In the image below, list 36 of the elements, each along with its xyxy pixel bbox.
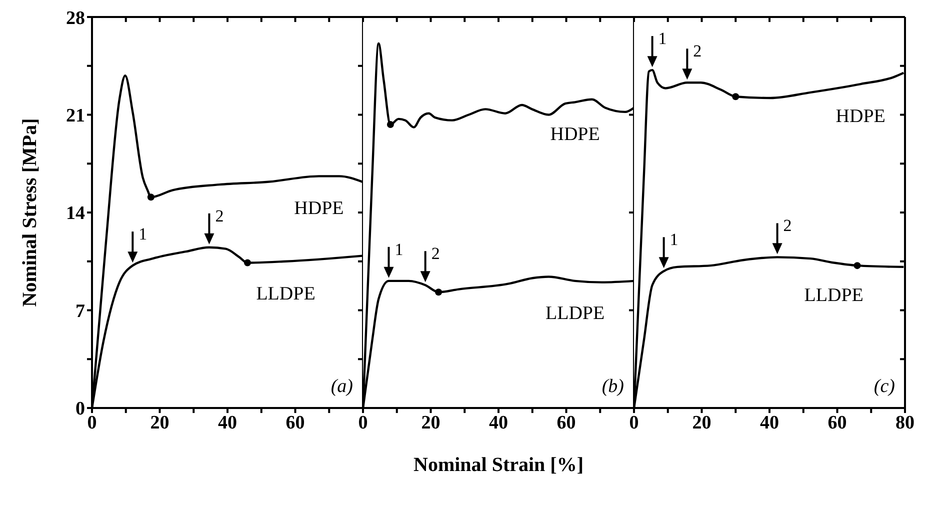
x-axis-title: Nominal Strain [%] [412,454,584,477]
legend-label: HDPE [836,106,886,128]
x-tick-label: 40 [760,412,779,434]
x-tick-label: 20 [421,412,440,434]
annotation: 1 [670,230,678,250]
x-tick-label: 20 [692,412,712,434]
series-label: HDPE [550,124,600,146]
series-label: LLDPE [804,284,864,306]
y-tick-label: 14 [66,203,86,224]
x-tick-label: 0 [629,412,639,434]
series-label: LLDPE [256,283,316,304]
y-tick-label: 7 [76,300,86,322]
x-tick-label: 20 [150,412,170,434]
y-tick-label: 28 [66,8,85,29]
annotation: 1 [394,240,404,259]
x-tick-label: 40 [218,412,237,434]
x-tick-label: 60 [286,412,305,434]
x-tick-label: 0 [358,412,368,434]
x-tick-label: 60 [828,412,847,434]
annotation: 2 [783,216,792,236]
y-tick-label: 0 [76,398,85,420]
x-tick-label: 60 [556,412,576,434]
annotation: 1 [138,224,148,244]
x-tick-label: 40 [489,412,508,434]
text: (a) [330,376,353,398]
y-axis-title: Nominal Stress [MPa] [19,118,41,307]
annotation: 1 [658,29,667,48]
y-tick-label: 21 [66,105,85,126]
x-tick-label: 80 [896,412,914,434]
annotation: 2 [693,42,702,61]
annotation: 2 [431,244,440,264]
legend-label: LLDPE [546,302,605,324]
legend-label: HDPE [294,198,344,220]
annotation: 2 [215,206,224,226]
text: (c) [872,376,895,398]
text: (b) [600,376,624,398]
